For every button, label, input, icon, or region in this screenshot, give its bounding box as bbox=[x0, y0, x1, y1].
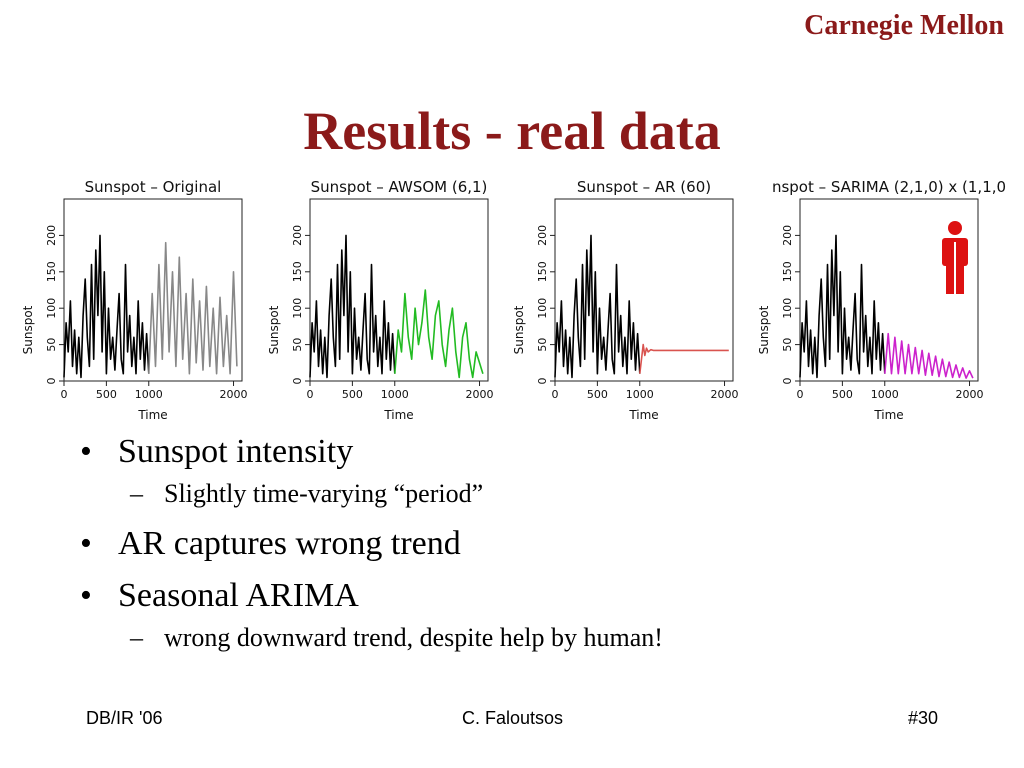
plot-frame bbox=[63, 198, 243, 382]
x-tick-label: 1000 bbox=[626, 388, 654, 401]
x-tick-label: 0 bbox=[797, 388, 804, 401]
x-tick-label: 2000 bbox=[956, 388, 984, 401]
x-tick-label: 1000 bbox=[381, 388, 409, 401]
chart-sarima: nspot – SARIMA (2,1,0) x (1,1,0 0 500 1000 2… bbox=[757, 175, 1006, 430]
bullet-item: • Sunspot intensity bbox=[80, 433, 354, 470]
chart-ar: Sunspot – AR (60) 0 500 1000 2000 0 50 100 150 20… bbox=[512, 175, 751, 430]
x-tick-label: 1000 bbox=[135, 388, 163, 401]
y-tick-label: 100 bbox=[45, 298, 58, 319]
y-tick-label: 100 bbox=[536, 298, 549, 319]
y-tick-label: 200 bbox=[536, 225, 549, 246]
footer-author: C. Faloutsos bbox=[462, 708, 564, 728]
x-tick-label: 500 bbox=[832, 388, 853, 401]
chart-title: Sunspot – Original bbox=[85, 178, 222, 196]
x-tick-label: 500 bbox=[342, 388, 363, 401]
y-tick-label: 50 bbox=[291, 338, 304, 352]
series-line-forecast bbox=[394, 289, 484, 379]
x-axis-label: Time bbox=[383, 408, 413, 422]
series-line-history bbox=[554, 234, 641, 379]
x-axis-label: Time bbox=[628, 408, 658, 422]
x-tick-label: 500 bbox=[96, 388, 117, 401]
footer-venue: DB/IR '06 bbox=[86, 708, 163, 728]
y-tick-label: 100 bbox=[781, 298, 794, 319]
x-axis-label: Time bbox=[137, 408, 167, 422]
series-line-forecast bbox=[148, 241, 238, 375]
human-figure-icon bbox=[938, 220, 972, 301]
y-tick-label: 0 bbox=[45, 378, 58, 385]
plot-frame bbox=[799, 198, 979, 382]
y-axis-label: Sunspot bbox=[267, 305, 281, 354]
y-tick-label: 0 bbox=[781, 378, 794, 385]
chart-awsom: Sunspot – AWSOM (6,1) 0 500 1000 2000 0 50 100 1… bbox=[267, 175, 506, 430]
slide-title: Results - real data bbox=[303, 101, 721, 161]
series-line-history bbox=[63, 234, 150, 379]
y-tick-label: 200 bbox=[781, 225, 794, 246]
y-tick-label: 50 bbox=[536, 338, 549, 352]
bullet-item: • Seasonal ARIMA bbox=[80, 577, 359, 614]
footer-slide-number: #30 bbox=[908, 708, 939, 728]
chart-title: Sunspot – AWSOM (6,1) bbox=[311, 178, 488, 196]
y-tick-label: 150 bbox=[291, 261, 304, 282]
series-line-forecast bbox=[884, 332, 974, 379]
x-tick-label: 2000 bbox=[711, 388, 739, 401]
y-axis-label: Sunspot bbox=[512, 305, 526, 354]
y-tick-label: 150 bbox=[781, 261, 794, 282]
y-tick-label: 150 bbox=[45, 261, 58, 282]
y-tick-label: 200 bbox=[291, 225, 304, 246]
x-tick-label: 0 bbox=[552, 388, 559, 401]
chart-original: Sunspot – Original 0 500 1000 2000 0 50 100 150 2… bbox=[21, 175, 260, 430]
series-line-history bbox=[309, 234, 396, 379]
sub-bullet-item: – wrong downward trend, despite help by … bbox=[130, 623, 663, 652]
plot-frame bbox=[554, 198, 734, 382]
x-tick-label: 2000 bbox=[220, 388, 248, 401]
y-tick-label: 100 bbox=[291, 298, 304, 319]
bullet-list: • Sunspot intensity – Slightly time-vary… bbox=[80, 432, 980, 668]
series-line-forecast bbox=[639, 343, 729, 374]
x-tick-label: 0 bbox=[61, 388, 68, 401]
y-tick-label: 0 bbox=[536, 378, 549, 385]
x-tick-label: 500 bbox=[587, 388, 608, 401]
y-axis-label: Sunspot bbox=[757, 305, 771, 354]
sub-bullet-item: – Slightly time-varying “period” bbox=[130, 479, 484, 508]
chart-title: Sunspot – AR (60) bbox=[577, 178, 711, 196]
bullet-item: • AR captures wrong trend bbox=[80, 525, 461, 562]
x-axis-label: Time bbox=[873, 408, 903, 422]
x-tick-label: 0 bbox=[307, 388, 314, 401]
y-tick-label: 200 bbox=[45, 225, 58, 246]
y-tick-label: 0 bbox=[291, 378, 304, 385]
y-tick-label: 150 bbox=[536, 261, 549, 282]
brand-name: Carnegie Mellon bbox=[804, 10, 1004, 41]
x-tick-label: 2000 bbox=[466, 388, 494, 401]
plot-frame bbox=[309, 198, 489, 382]
series-line-history bbox=[799, 234, 886, 379]
y-tick-label: 50 bbox=[45, 338, 58, 352]
chart-title: nspot – SARIMA (2,1,0) x (1,1,0 bbox=[772, 178, 1006, 196]
y-axis-label: Sunspot bbox=[21, 305, 35, 354]
y-tick-label: 50 bbox=[781, 338, 794, 352]
x-tick-label: 1000 bbox=[871, 388, 899, 401]
